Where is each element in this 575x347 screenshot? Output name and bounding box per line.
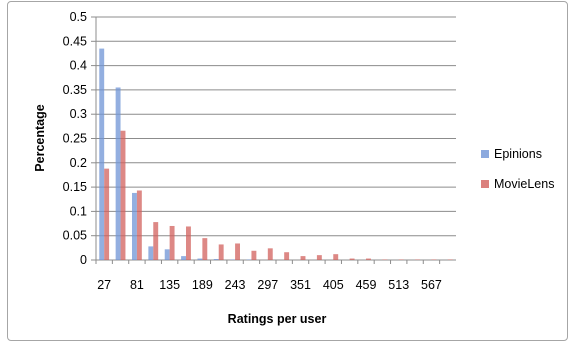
- x-tick-label: 405: [323, 278, 344, 292]
- bar-epinions-189: [197, 258, 203, 260]
- legend-label-movielens: MovieLens: [494, 177, 554, 191]
- y-axis-title: Percentage: [33, 104, 47, 171]
- axes: [91, 16, 456, 264]
- legend: Epinions MovieLens: [481, 147, 554, 191]
- bar-movielens-459: [366, 258, 371, 260]
- y-tick-label: 0.35: [63, 83, 87, 97]
- y-tick-labels: 0 0.05 0.1 0.15 0.2 0.25 0.3 0.35 0.4 0.45 0.5: [63, 10, 87, 267]
- y-tick-label: 0.15: [63, 180, 87, 194]
- y-tick-label: 0: [80, 253, 87, 267]
- x-tick-label: 189: [192, 278, 213, 292]
- bar-movielens-243: [235, 243, 240, 260]
- y-tick-label: 0.05: [63, 229, 87, 243]
- bar-movielens-378: [316, 255, 322, 260]
- bar-epinions-135: [164, 249, 170, 260]
- x-axis-title: Ratings per user: [228, 312, 327, 326]
- x-tick-label: 27: [97, 278, 111, 292]
- x-tick-label: 135: [159, 278, 180, 292]
- y-tick-label: 0.4: [70, 59, 87, 73]
- bar-movielens-351: [300, 256, 306, 260]
- bar-movielens-108: [153, 222, 159, 260]
- bar-movielens-135: [169, 225, 175, 260]
- legend-label-epinions: Epinions: [494, 147, 542, 161]
- bar-movielens-297: [267, 248, 273, 260]
- bar-movielens-189: [202, 238, 208, 260]
- x-tick-label: 459: [356, 278, 377, 292]
- y-tick-label: 0.25: [63, 132, 87, 146]
- x-tick-label: 243: [225, 278, 246, 292]
- bar-epinions-162: [181, 256, 186, 260]
- bar-movielens-324: [284, 252, 290, 260]
- bar-epinions-108: [148, 246, 154, 260]
- bar-movielens-54: [120, 130, 126, 260]
- x-tick-label: 567: [421, 278, 442, 292]
- bar-epinions-216: [213, 259, 219, 260]
- gridlines: [96, 16, 456, 237]
- bar-movielens-27: [104, 168, 110, 260]
- y-tick-label: 0.3: [70, 107, 87, 121]
- y-tick-label: 0.5: [70, 10, 87, 24]
- x-tick-label: 297: [257, 278, 278, 292]
- y-tick-label: 0.2: [70, 156, 87, 170]
- bar-epinions-81: [132, 192, 137, 260]
- bar-movielens-405: [333, 254, 339, 260]
- y-tick-label: 0.45: [63, 34, 87, 48]
- y-tick-label: 0.1: [70, 204, 87, 218]
- x-tick-labels: 27 81 135 189 243 297 351 405 459 513 567: [97, 278, 442, 292]
- bar-movielens-270: [251, 250, 257, 260]
- bars: [99, 48, 453, 261]
- x-tick-label: 351: [290, 278, 311, 292]
- bar-epinions-54: [115, 87, 121, 260]
- bar-epinions-27: [99, 48, 105, 261]
- legend-swatch-epinions: [481, 150, 489, 158]
- x-tick-label: 81: [130, 278, 144, 292]
- bar-movielens-81: [136, 190, 142, 260]
- bar-movielens-162: [186, 226, 191, 260]
- bar-movielens-216: [218, 244, 224, 260]
- x-tick-label: 513: [388, 278, 409, 292]
- bar-movielens-432: [349, 258, 355, 260]
- legend-swatch-movielens: [481, 180, 489, 188]
